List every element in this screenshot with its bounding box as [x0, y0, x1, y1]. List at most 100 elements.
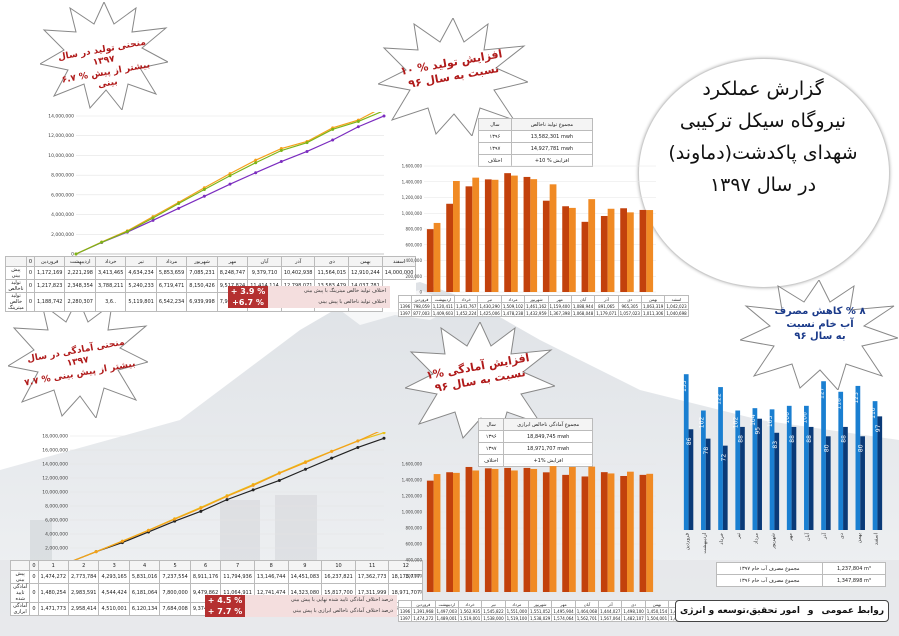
readiness-line-ytick: 4,000,000 — [45, 532, 68, 538]
readiness-line-table-cell: پیش بینی — [9, 570, 31, 584]
readiness-line-table-cell: آمادگی ابرازی — [9, 602, 31, 616]
readiness-bar-header-row: فروردین اردیبهشت خرداد تیر مرداد شهریور مهر آبا… — [397, 600, 693, 608]
water-bar-bar-label: 102 — [733, 417, 740, 429]
title-line-1: گزارش عملکرد — [702, 78, 824, 100]
production-bar-bar — [484, 179, 492, 292]
production-line-point — [356, 125, 360, 129]
water-bar-bar-label: 88 — [806, 435, 813, 443]
readiness-info-table-header-row: سال مجموع آمادگی ناخالص ابرازی — [477, 418, 593, 431]
readiness-info-table-cell: ۱۳۹۶ — [477, 430, 505, 443]
production-bar-table-cell: 1,478,238 — [500, 309, 526, 317]
production-line-table-cell: 0 — [25, 266, 36, 280]
readiness-bar-table-cell: 1,495,904 — [551, 607, 576, 615]
water-bar-category-label: آبان — [804, 532, 811, 541]
readiness-info-table-cell: 18,971,707 mwh — [503, 442, 593, 455]
readiness-bar-table-cell: 1,567,064 — [598, 614, 623, 622]
readiness-line-ytick: 8,000,000 — [45, 504, 68, 510]
production-bar-bar — [562, 206, 569, 292]
production-line-table-cell: 7,085,231 — [186, 266, 218, 280]
water-bar-bar-label: 86 — [686, 437, 693, 445]
water-bar-bar — [791, 426, 797, 530]
readiness-bar-table-cell: 1,545,822 — [481, 607, 506, 615]
readiness-bar-bar — [549, 466, 557, 592]
production-bar-ytick: 0 — [419, 290, 422, 295]
readiness-line-table-row: پیش بینی 0 1,474,272 2,773,784 4,293,165 5,83… — [9, 570, 424, 584]
readiness-line-table-cell: 13,146,744 — [253, 570, 289, 584]
readiness-line-point — [304, 467, 307, 471]
readiness-bar-table-cell: 1,497,003 — [434, 607, 459, 615]
production-bar-table-cell: 965,305 — [617, 302, 642, 310]
production-line-table-header-cell: آذر — [280, 256, 316, 267]
readiness-bar-table-row: 1397 1,474,272 1,489,001 1,519,001 1,538,000… — [397, 614, 693, 622]
readiness-bar-table-cell: 1,519,001 — [457, 614, 483, 622]
month-cell: شهریور — [527, 600, 553, 608]
water-bar-bar — [808, 426, 814, 530]
production-bar-bar — [600, 215, 608, 292]
production-line-table-cell: 1,217,823 — [34, 279, 66, 293]
readiness-bar-table-cell: 1,482,107 — [621, 614, 646, 622]
footer-right: امور تحقیق،توسعه و انرژی — [680, 606, 800, 616]
readiness-line-table-header-cell: 7 — [220, 560, 255, 571]
production-bar-table-cell: 1,425,006 — [477, 309, 502, 317]
production-bar-table-cell: 1,042,023 — [664, 302, 689, 310]
readiness-line-table-cell: 0 — [29, 602, 39, 616]
production-line-point — [254, 171, 258, 175]
production-bar-bar — [511, 175, 518, 292]
production-line-table-header-cell: تیر — [125, 256, 157, 267]
production-line-table-cell: تولید ناخالص — [5, 279, 27, 293]
production-line-table-cell: 9,379,710 — [247, 266, 282, 280]
production-line-table-header-cell: مرداد — [155, 256, 188, 267]
readiness-diff-label-2: درصد اختلاف آمادگی ناخالص ابرازی با پیش … — [245, 606, 397, 617]
water-bar-category-label: اردیبهشت — [702, 533, 708, 554]
burst-water-line2: آب خام نسبت — [786, 318, 854, 330]
readiness-bar-bar — [588, 466, 596, 592]
production-line-table-header-cell: دی — [314, 256, 350, 267]
readiness-line-table: 0 1 2 3 4 5 6 7 8 9 10 11 12 پیش بینی 0 1,474,272 2,773,… — [9, 560, 424, 616]
production-bar-table-cell: 1,159,400 — [547, 302, 572, 310]
production-bar-table-cell: 1,430,290 — [477, 302, 502, 310]
water-bar-bar-label: 102 — [698, 417, 705, 429]
production-bar-bar — [446, 203, 453, 292]
production-line-ytick: 12,000,000 — [48, 133, 74, 139]
production-line-table-header-cell: بهمن — [348, 256, 383, 267]
production-info-table-row: ۱۳۹۶ 13,582,301 mwh — [478, 130, 594, 143]
readiness-bar-bar — [491, 468, 499, 592]
readiness-line-table-header-cell — [9, 560, 31, 571]
water-table-cell: 1,237,804 m³ — [821, 562, 887, 575]
production-bar-table-cell: 1,063,319 — [640, 302, 666, 310]
readiness-bar-bar — [627, 471, 634, 592]
production-bar-table-cell: 1,040,698 — [664, 309, 689, 317]
production-line-point — [228, 182, 232, 186]
production-line-point — [100, 240, 104, 244]
production-line-point — [177, 202, 181, 206]
readiness-line-table-cell: 6,181,064 — [128, 583, 161, 603]
month-cell: مهر — [547, 295, 572, 303]
readiness-bar-bar — [523, 467, 531, 592]
month-cell: آذر — [594, 295, 619, 303]
water-bar-category-label: دی — [839, 533, 845, 539]
readiness-bar-ytick: 800,000 — [405, 526, 422, 531]
readiness-bar-ytick: 200,000 — [405, 574, 422, 579]
month-cell: دی — [617, 295, 642, 303]
readiness-diff-label-1: درصد اختلاف آمادگی تایید شده نهایی با پی… — [245, 595, 397, 606]
production-line-table-cell: 5,119,801 — [125, 292, 157, 312]
water-bar-bar-label: 133 — [681, 380, 688, 392]
readiness-line-table-header-row: 0 1 2 3 4 5 6 7 8 9 10 11 12 — [9, 560, 424, 571]
production-line-table-cell: 1,172,169 — [34, 266, 66, 280]
production-line-chart: 0 2,000,000 4,000,000 6,000,000 8,000,000 10,… — [48, 112, 386, 258]
readiness-line-ytick: 2,000,000 — [45, 546, 68, 552]
readiness-bar-table-cell: 1397 — [397, 614, 413, 622]
production-line-table-cell: 11,564,015 — [314, 266, 350, 280]
readiness-diffs: + 4.5 % درصد اختلاف آمادگی تایید شده نها… — [205, 595, 397, 617]
production-line-table-header-cell: فروردین — [34, 256, 66, 267]
production-bar-table-cell: 1,367,398 — [547, 309, 572, 317]
production-info-table-row: اختلاف +10 % افزایش — [478, 154, 594, 167]
water-bar-bar-label: 118 — [836, 398, 843, 410]
production-line-ytick: 14,000,000 — [48, 114, 74, 120]
readiness-line-point — [277, 478, 281, 482]
production-line-table-header-row: 0 فروردین اردیبهشت خرداد تیر مرداد شهریور مهر آب… — [5, 256, 417, 267]
production-line-point — [279, 149, 283, 152]
production-bar-bar — [433, 222, 441, 292]
readiness-bar-bar — [511, 470, 518, 592]
readiness-bar-ytick: 1,400,000 — [402, 478, 423, 483]
